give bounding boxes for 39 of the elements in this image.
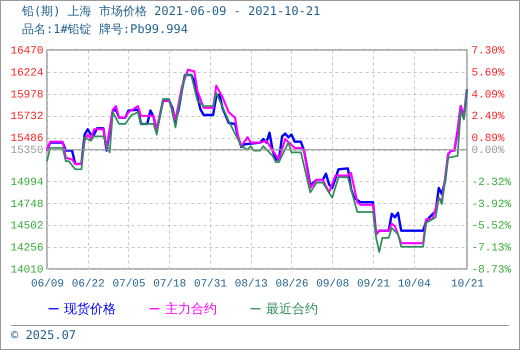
x-tick-label: 07/18 (153, 278, 186, 290)
y-tick-label: 15486 (10, 133, 44, 146)
legend-label: 最近合约 (266, 302, 318, 317)
x-tick-label: 10/21 (450, 278, 484, 290)
y2-tick-label: 0.89% (472, 133, 505, 146)
y-tick-label: 14256 (10, 242, 44, 255)
y-tick-label: 16224 (10, 67, 44, 80)
chart-subtitle: 品名:1#铅锭 牌号:Pb99.994 (22, 22, 188, 36)
y-tick-label: 14010 (10, 264, 44, 276)
x-tick-label: 08/13 (234, 278, 268, 290)
y2-tick-label: 7.30% (472, 46, 505, 58)
y2-tick-label: -5.52% (472, 220, 512, 233)
y2-tick-label: -2.32% (472, 176, 512, 189)
chart-title: 铅(期) 上海 市场价格 2021-06-09 - 2021-10-21 (21, 4, 320, 18)
y-tick-label: 16470 (10, 46, 44, 58)
y2-tick-label: -3.92% (472, 198, 512, 211)
y-tick-label: 14994 (10, 176, 44, 189)
y-tick-label: 15978 (10, 89, 44, 102)
x-tick-label: 06/22 (72, 278, 105, 290)
legend-label: 现货价格 (64, 302, 116, 317)
y-tick-label: 15732 (10, 111, 44, 124)
y2-tick-label: 2.49% (472, 111, 505, 124)
x-tick-label: 09/21 (356, 278, 390, 290)
y-tick-label: 14748 (10, 198, 44, 211)
x-tick-label: 09/08 (316, 278, 350, 290)
x-tick-label: 10/04 (398, 278, 432, 290)
y2-tick-label: -7.13% (472, 242, 512, 255)
y-tick-label: 14502 (10, 220, 44, 233)
x-tick-label: 07/05 (112, 278, 146, 290)
y2-tick-label: 0.00% (472, 145, 505, 158)
text: © 2025.07 (11, 328, 76, 342)
y2-tick-label: 5.69% (472, 67, 505, 80)
y2-tick-label: 4.09% (472, 89, 505, 102)
x-tick-label: 08/26 (275, 278, 308, 290)
x-tick-label: 06/09 (30, 278, 64, 290)
y2-tick-label: -8.73% (472, 264, 512, 276)
x-tick-label: 07/31 (194, 278, 228, 290)
legend-label: 主力合约 (165, 300, 217, 317)
y-tick-label: 15350 (10, 145, 44, 158)
